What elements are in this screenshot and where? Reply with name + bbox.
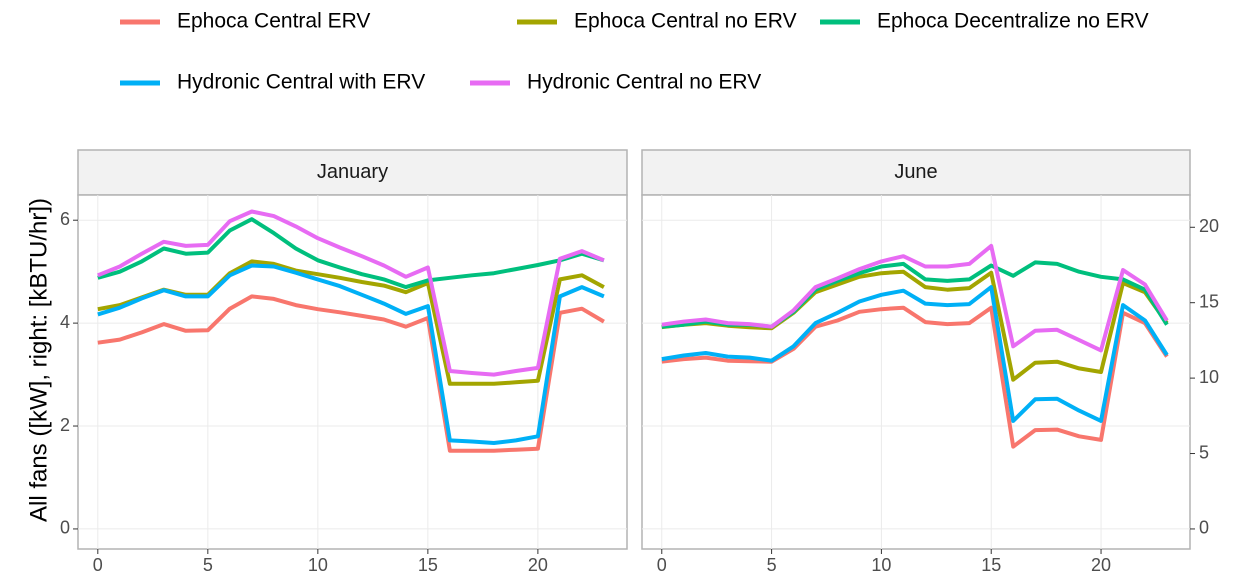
y-tick-label: 2 [60, 415, 70, 435]
x-tick-label: 15 [418, 555, 438, 575]
y2-tick-label: 0 [1199, 518, 1209, 538]
legend-label: Hydronic Central with ERV [177, 71, 425, 94]
panel-title: January [317, 161, 388, 183]
series-line [97, 217, 605, 290]
series-line [97, 294, 605, 453]
x-tick-label: 5 [767, 555, 777, 575]
legend-label: Ephoca Decentralize no ERV [877, 10, 1149, 33]
x-tick-label: 0 [93, 555, 103, 575]
series-line [661, 305, 1169, 449]
panel [641, 194, 1191, 550]
x-tick-label: 15 [981, 555, 1001, 575]
y2-tick-label: 10 [1199, 367, 1219, 387]
x-tick-label: 20 [528, 555, 548, 575]
strip [77, 149, 628, 196]
x-tick-label: 5 [203, 555, 213, 575]
y-axis-label: All fans ([kW], right: [kBTU/hr]) [25, 198, 52, 522]
y-tick-label: 0 [60, 518, 70, 538]
series-line [661, 285, 1169, 423]
series-line [97, 209, 605, 377]
y2-tick-label: 15 [1199, 291, 1219, 311]
x-tick-label: 10 [871, 555, 891, 575]
y2-tick-label: 20 [1199, 216, 1219, 236]
series-line [97, 263, 605, 445]
legend-label: Hydronic Central no ERV [527, 71, 761, 94]
x-tick-label: 0 [657, 555, 667, 575]
x-tick-label: 10 [308, 555, 328, 575]
y2-tick-label: 5 [1199, 442, 1209, 462]
x-tick-label: 20 [1091, 555, 1111, 575]
y-tick-label: 6 [60, 209, 70, 229]
series-line [661, 243, 1169, 353]
y-tick-label: 4 [60, 312, 70, 332]
legend-label: Ephoca Central no ERV [574, 10, 797, 33]
panel [77, 194, 628, 550]
series-line [661, 269, 1169, 382]
panel-title: June [894, 161, 937, 183]
legend-label: Ephoca Central ERV [177, 10, 370, 33]
